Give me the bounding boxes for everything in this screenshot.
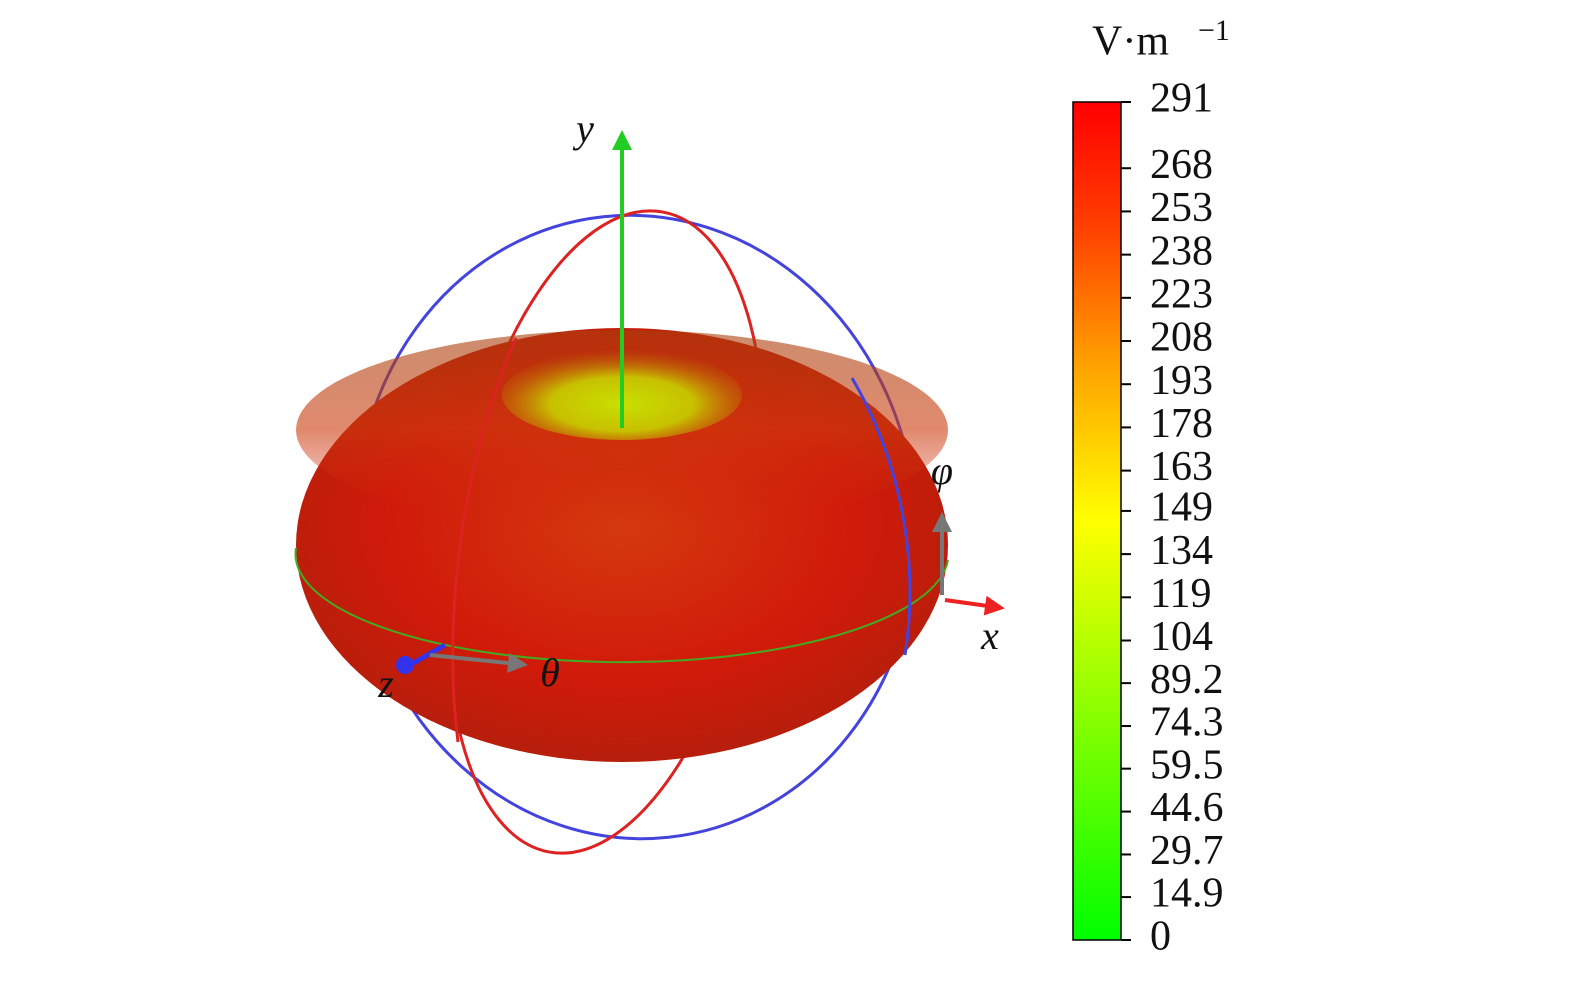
- colorbar-tick-label: 29.7: [1150, 828, 1224, 874]
- blue-ring-front: [850, 377, 912, 656]
- equator: [294, 547, 949, 664]
- z-axis-head: [396, 656, 414, 674]
- colorbar-tick-label: 253: [1150, 185, 1213, 231]
- colorbar-unit-exponent: −1: [1198, 14, 1230, 47]
- x-axis-label: x: [980, 613, 999, 658]
- y-axis-label: y: [572, 106, 594, 151]
- colorbar-tick-label: 59.5: [1150, 742, 1224, 788]
- colorbar-tick-label: 134: [1150, 528, 1213, 574]
- colorbar-tick-label: 178: [1150, 401, 1213, 447]
- colorbar-tick-label: 89.2: [1150, 657, 1224, 703]
- theta-arrow: [429, 653, 528, 673]
- x-axis-arrow: [944, 595, 1005, 616]
- colorbar-tick-label: 268: [1150, 142, 1213, 188]
- colorbar-tick-label: 104: [1150, 614, 1213, 660]
- colorbar-tick-label: 14.9: [1150, 871, 1224, 917]
- red-ring-front: [451, 337, 518, 743]
- z-axis-arrow: [408, 642, 447, 668]
- pattern-3d: y x z θ φ: [294, 106, 1005, 855]
- colorbar-tick-label: 149: [1150, 485, 1213, 531]
- colorbar-tick-label: 223: [1150, 271, 1213, 317]
- colorbar-unit: V·m: [1092, 19, 1169, 65]
- colorbar-tick-label: 291: [1150, 76, 1213, 122]
- colorbar-tick-label: 208: [1150, 315, 1213, 361]
- z-axis-label: z: [377, 661, 394, 706]
- colorbar: [1072, 101, 1122, 941]
- colorbar-tick-label: 119: [1150, 571, 1211, 617]
- colorbar-tick-label: 44.6: [1150, 785, 1224, 831]
- colorbar-ticks: 014.929.744.659.574.389.2104119134149163…: [1121, 76, 1224, 960]
- phi-label: φ: [931, 448, 953, 493]
- colorbar-tick-label: 74.3: [1150, 700, 1224, 746]
- colorbar-tick-label: 0: [1150, 914, 1171, 960]
- colorbar-tick-label: 163: [1150, 444, 1213, 490]
- colorbar-tick-label: 238: [1150, 228, 1213, 274]
- theta-label: θ: [540, 650, 560, 695]
- colorbar-tick-label: 193: [1150, 358, 1213, 404]
